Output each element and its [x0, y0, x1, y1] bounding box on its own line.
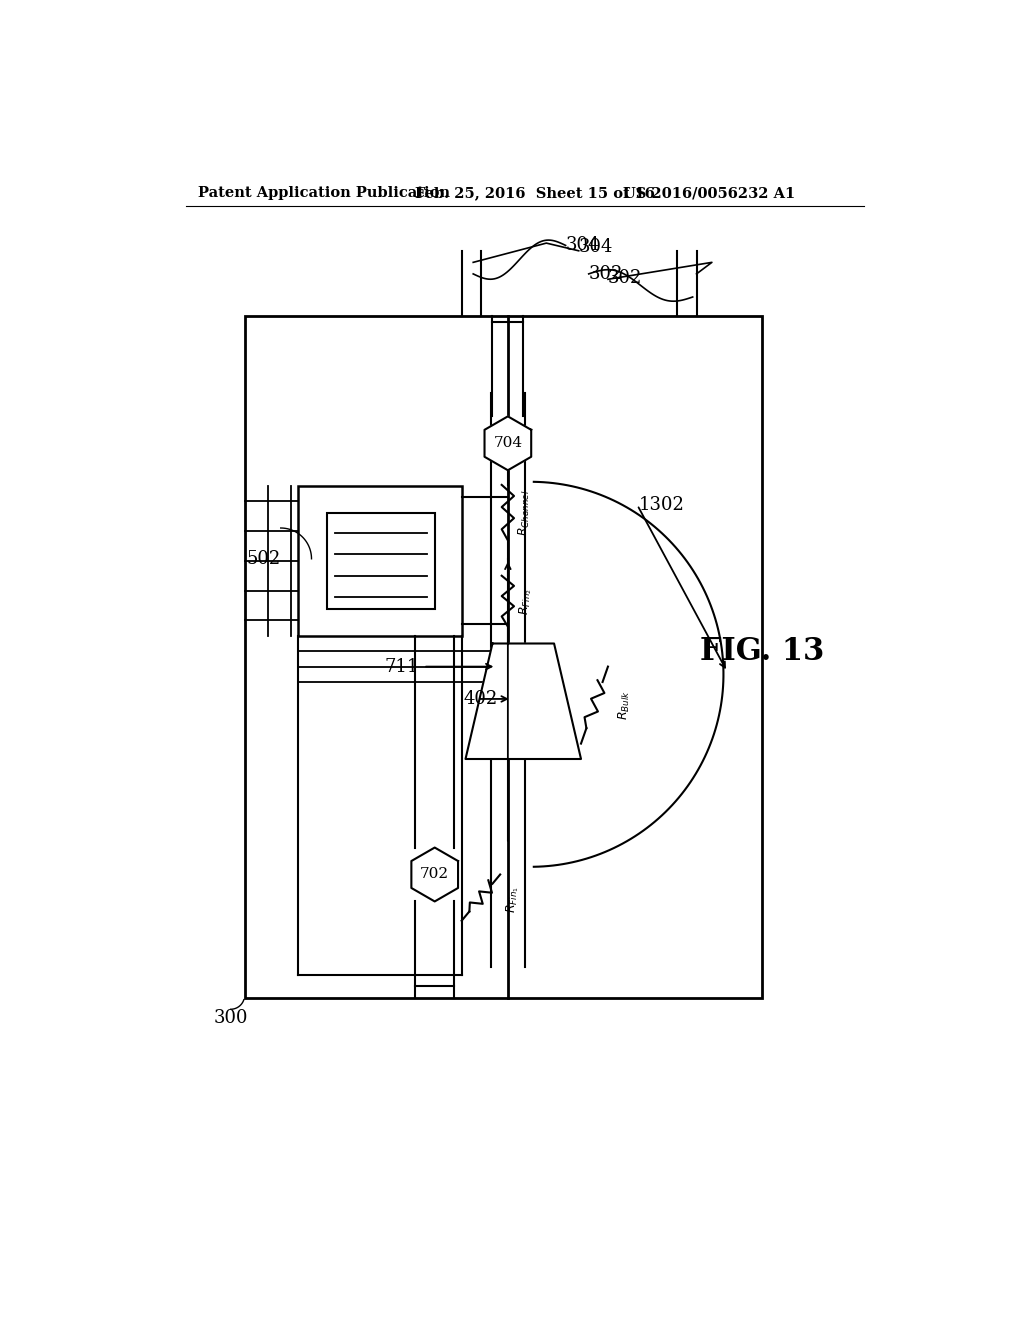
- Polygon shape: [466, 644, 581, 759]
- Text: 402: 402: [463, 690, 498, 708]
- Text: 302: 302: [589, 265, 623, 282]
- Text: Feb. 25, 2016  Sheet 15 of 16: Feb. 25, 2016 Sheet 15 of 16: [416, 186, 655, 201]
- Text: 702: 702: [420, 867, 450, 882]
- Text: 304: 304: [565, 236, 600, 255]
- Text: FIG. 13: FIG. 13: [699, 636, 824, 667]
- Text: 302: 302: [608, 269, 642, 286]
- Polygon shape: [412, 847, 458, 902]
- Text: 300: 300: [213, 1010, 248, 1027]
- Bar: [327, 512, 435, 609]
- Text: $R_{Fin_1}$: $R_{Fin_1}$: [504, 886, 520, 912]
- Text: $R_{Fin_2}$: $R_{Fin_2}$: [517, 587, 534, 615]
- Text: $R_{Channel}$: $R_{Channel}$: [517, 490, 532, 536]
- Text: 711: 711: [385, 657, 419, 676]
- Text: US 2016/0056232 A1: US 2016/0056232 A1: [624, 186, 796, 201]
- Polygon shape: [484, 416, 531, 470]
- Text: $R_{Bulk}$: $R_{Bulk}$: [617, 690, 632, 721]
- Bar: [245, 317, 762, 998]
- Text: Patent Application Publication: Patent Application Publication: [199, 186, 451, 201]
- Text: 304: 304: [579, 238, 613, 256]
- Bar: [298, 486, 462, 636]
- Text: 704: 704: [494, 437, 522, 450]
- Text: 502: 502: [247, 550, 281, 568]
- Text: 1302: 1302: [639, 496, 685, 513]
